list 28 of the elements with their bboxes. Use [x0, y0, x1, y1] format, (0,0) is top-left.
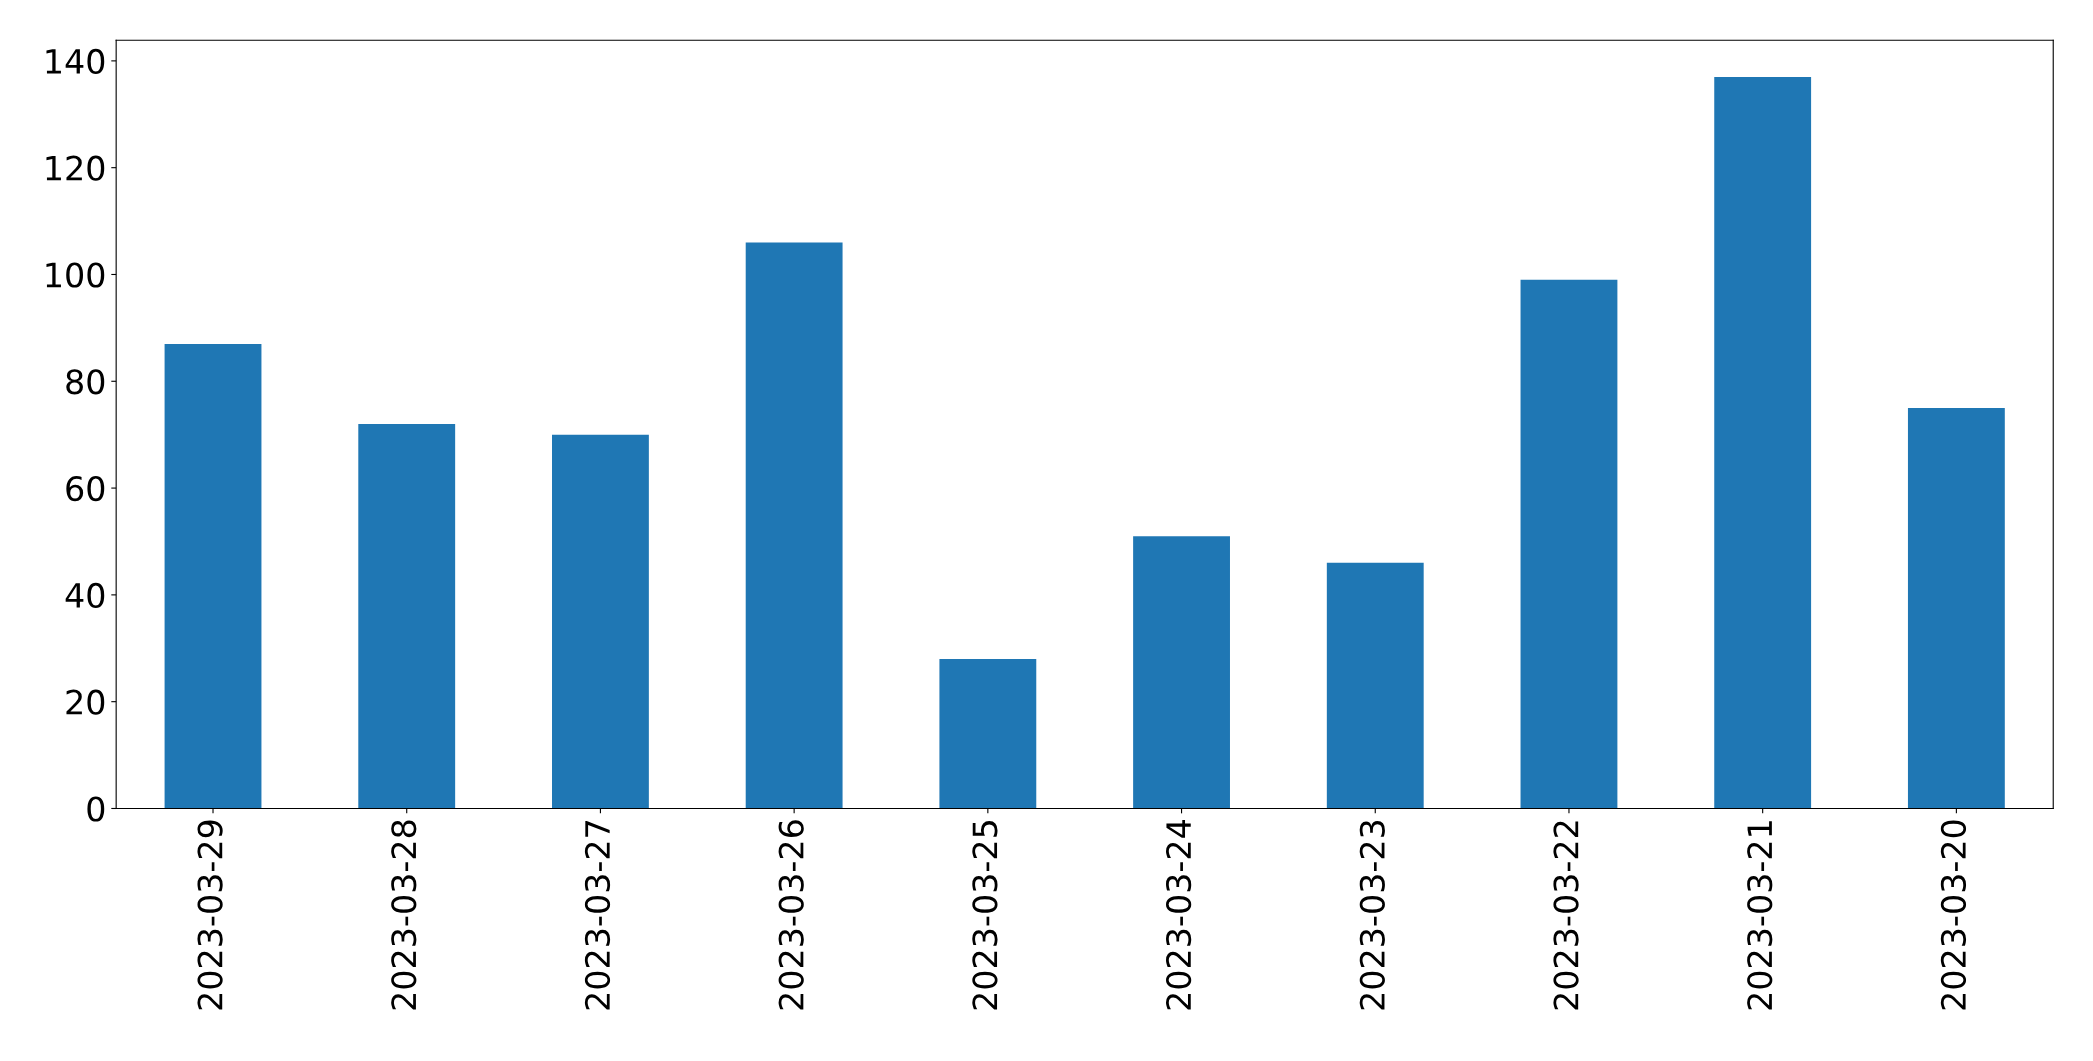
bar — [1133, 536, 1230, 809]
y-tick-label: 0 — [87, 796, 105, 822]
bar — [1520, 279, 1618, 809]
y-tick-label: 100 — [46, 262, 105, 288]
y-tick-label: 60 — [66, 476, 105, 502]
bar — [1907, 407, 2005, 809]
x-tick-label: 2023-03-29 — [197, 820, 223, 1010]
bar — [1326, 562, 1424, 809]
y-tick-label: 140 — [46, 48, 105, 75]
y-tick-label: 120 — [46, 155, 105, 181]
bar — [745, 242, 843, 809]
bar — [552, 434, 649, 809]
y-tick-label: 80 — [66, 369, 105, 395]
bar — [939, 658, 1037, 809]
bar — [1714, 76, 1812, 809]
x-tick-label: 2023-03-27 — [584, 821, 611, 1010]
x-tick-label: 2023-03-20 — [1940, 820, 1967, 1010]
bar — [164, 343, 262, 809]
x-tick-label: 2023-03-23 — [1359, 820, 1385, 1010]
y-tick-label: 20 — [66, 689, 105, 715]
bar — [358, 424, 456, 809]
x-tick-label: 2023-03-26 — [778, 820, 804, 1010]
x-tick-label: 2023-03-28 — [391, 820, 417, 1010]
x-tick-label: 2023-03-22 — [1553, 821, 1579, 1010]
x-tick-label: 2023-03-25 — [972, 821, 998, 1010]
x-tick-label: 2023-03-24 — [1166, 820, 1192, 1010]
x-tick-label: 2023-03-21 — [1747, 821, 1773, 1010]
y-tick-label: 40 — [65, 582, 105, 609]
